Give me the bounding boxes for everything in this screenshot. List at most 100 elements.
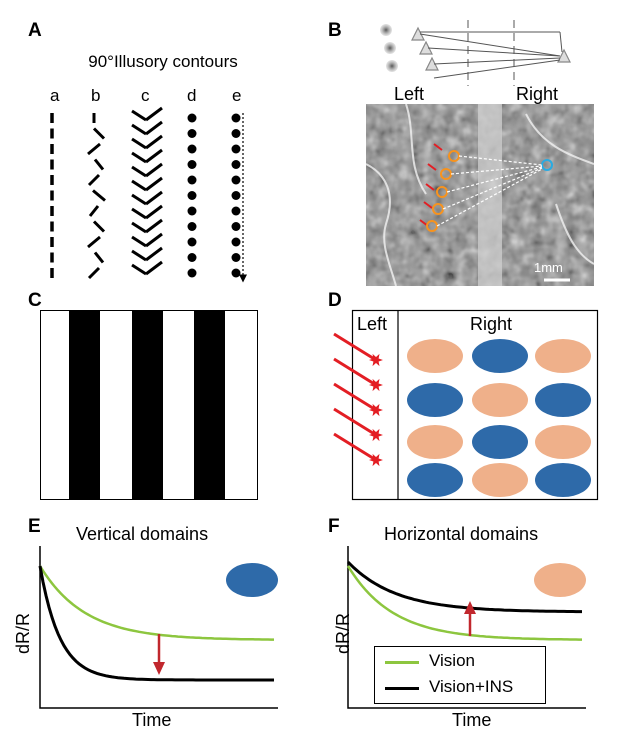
- chevron-stroke: [131, 207, 147, 220]
- connection-lines: [419, 31, 563, 79]
- connection-paths: [436, 155, 543, 227]
- increase-arrow: [464, 601, 476, 636]
- domain-grid: [407, 339, 591, 497]
- line-segment: [92, 220, 106, 233]
- vertical-domain: [535, 383, 591, 417]
- chevron-stroke: [131, 109, 147, 122]
- vertical-domain: [407, 463, 463, 497]
- chevron-stroke: [131, 263, 147, 276]
- panel-e-ylabel: dR/R: [13, 612, 33, 654]
- line-segment: [87, 235, 101, 249]
- line-segment: [92, 127, 106, 140]
- decrease-arrow: [153, 634, 165, 675]
- dot: [187, 129, 197, 138]
- legend-label-vision-ins: Vision+INS: [429, 677, 514, 696]
- dot: [231, 129, 241, 138]
- dot: [231, 206, 241, 216]
- chevron-stroke: [145, 148, 163, 164]
- grating-bar: [194, 310, 225, 500]
- horizontal-domain: [472, 463, 528, 497]
- chevron-stroke: [131, 137, 147, 150]
- panel-f-axes: [347, 546, 586, 709]
- panel-f-letter: F: [328, 516, 340, 537]
- laser-spot: [369, 378, 383, 392]
- cortex-image: 1mm: [366, 104, 594, 286]
- line-segment: [88, 205, 100, 217]
- chevron-stroke: [131, 165, 147, 178]
- panel-a-letter: A: [28, 20, 42, 41]
- vertical-domain: [472, 339, 528, 373]
- vision-ins-curve: [346, 560, 582, 614]
- horizontal-domain: [407, 425, 463, 459]
- panel-f-plot: [346, 546, 586, 709]
- laser-beams: [333, 332, 383, 467]
- panel-d-right-label: Right: [470, 314, 513, 334]
- chevron-stroke: [131, 179, 147, 192]
- chevron-stroke: [145, 134, 163, 150]
- chevron-stroke: [131, 235, 147, 248]
- stimulus-blob: [386, 60, 398, 72]
- panel-d-letter: D: [328, 290, 342, 311]
- scale-bar-label: 1mm: [534, 260, 563, 275]
- legend-swatch-vision-ins: [385, 687, 419, 690]
- chevron-stroke: [145, 204, 163, 220]
- legend-swatch-vision: [385, 661, 419, 664]
- panel-e-xlabel: Time: [132, 710, 172, 730]
- horizontal-domain: [535, 425, 591, 459]
- stimulus-column-d: [187, 113, 197, 278]
- dot: [231, 113, 241, 123]
- panel-d-left-label: Left: [357, 314, 388, 334]
- panel-e-plot: [38, 546, 278, 709]
- chevron-stroke: [145, 232, 163, 248]
- panel-e-axes: [39, 546, 278, 709]
- legend-label-vision: Vision: [429, 651, 475, 670]
- recording-site: [541, 159, 553, 171]
- chevron-stroke: [145, 190, 163, 206]
- dot: [231, 160, 241, 169]
- stimulus-blob: [384, 42, 396, 54]
- vertical-domain: [472, 425, 528, 459]
- laser-beam: [333, 432, 377, 462]
- chevron-stroke: [131, 123, 147, 136]
- stimulus-column-e: [231, 113, 247, 283]
- vertical-domain: [407, 383, 463, 417]
- laser-beam: [333, 407, 377, 437]
- panel-f-title: Horizontal domains: [384, 524, 539, 544]
- dot: [187, 113, 197, 123]
- chevron-stroke: [145, 260, 163, 276]
- chevron-stroke: [145, 218, 163, 234]
- dot: [187, 206, 197, 216]
- dot: [231, 222, 241, 231]
- midline: [478, 104, 502, 286]
- stimulus-column-b: [87, 113, 106, 280]
- panel-b-letter: B: [328, 20, 342, 41]
- illusory-contour-stimuli: [50, 106, 247, 283]
- vertical-domain: [535, 463, 591, 497]
- laser-beam: [333, 382, 377, 412]
- chevron-stroke: [131, 221, 147, 234]
- horizontal-domain: [472, 383, 528, 417]
- panel-b-left-label: Left: [394, 84, 425, 104]
- panel-a-title: 90°Illusory contours: [88, 52, 238, 71]
- panel-c-letter: C: [28, 290, 42, 311]
- arrowhead: [464, 601, 476, 614]
- dot: [187, 253, 197, 262]
- column-label-b: b: [91, 86, 101, 105]
- laser-spot: [369, 428, 383, 442]
- legend: Vision Vision+INS: [374, 646, 546, 704]
- cortex-image-drawing: [366, 104, 594, 286]
- column-label-c: c: [141, 86, 150, 105]
- line-segment: [93, 158, 105, 171]
- line-segment: [87, 266, 101, 280]
- line-segment: [93, 251, 105, 264]
- projection-schematic: [380, 20, 571, 86]
- chevron-stroke: [131, 193, 147, 206]
- dot: [231, 191, 241, 200]
- domain-schematic: [333, 309, 599, 501]
- chevron-stroke: [145, 162, 163, 178]
- vision-curve: [346, 565, 582, 641]
- grating-bar: [69, 310, 100, 500]
- laser-beam: [333, 357, 377, 387]
- laser-spot: [369, 403, 383, 417]
- dot: [231, 237, 241, 247]
